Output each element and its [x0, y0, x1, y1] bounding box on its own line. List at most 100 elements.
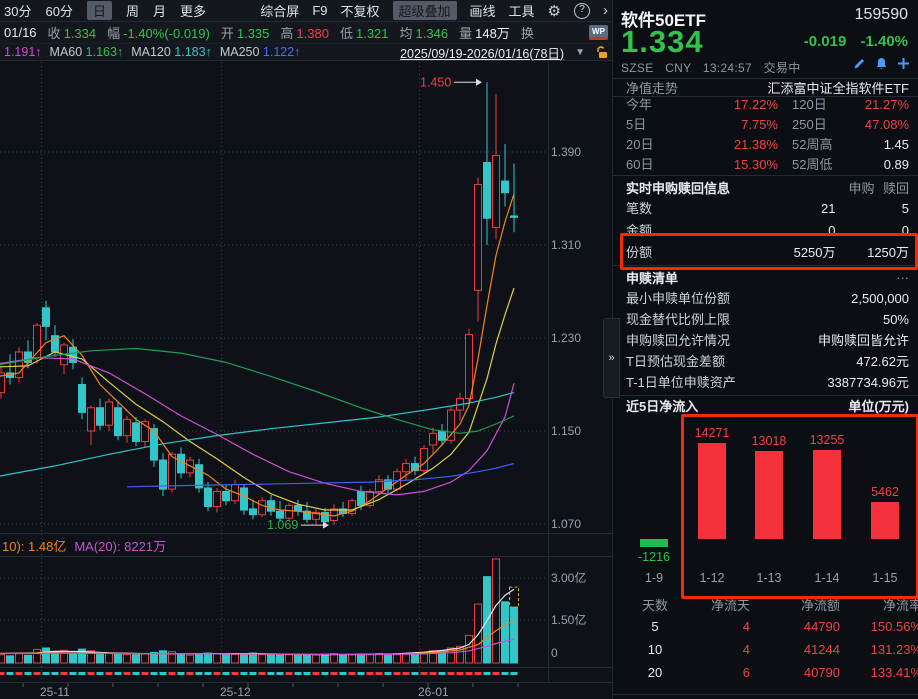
tool-button-不复权[interactable]: 不复权 [340, 4, 380, 19]
quote-field-均: 均 1.346 [400, 23, 449, 42]
quote-bar: 01/16 收 1.334 幅 -1.40%(-0.019) 开 1.335 高 1.380 低 1… [0, 22, 612, 44]
shenshu-row: 现金替代比例上限 50% [613, 309, 918, 330]
row-label: 金额 [626, 223, 653, 238]
flow-value-1-14: 13255 [809, 433, 845, 447]
candles-layer [0, 82, 519, 675]
table-row: 10 4 41244 131.23% [613, 638, 918, 661]
table-row: 20 6 40790 133.41% [613, 661, 918, 684]
ma-label: MA250 [219, 45, 263, 59]
quote-value: 1.321 [355, 26, 389, 41]
row-label: 申购赎回允许情况 [626, 333, 731, 348]
more-ellipsis[interactable]: ··· [896, 269, 909, 285]
table-header-净流天: 净流天 [710, 598, 750, 613]
date-range-selector[interactable]: 2025/09/19-2026/01/16(78日) [400, 46, 565, 61]
tool-button-综合屏[interactable]: 综合屏 [260, 4, 300, 19]
date-range-dropdown-icon[interactable]: ▼ [575, 46, 585, 58]
volume-projection-box [509, 586, 519, 608]
period-tab-日[interactable]: 日 [86, 1, 112, 20]
period-tab-月[interactable]: 月 [152, 4, 166, 19]
chart-area: 30分 60分日周月更多 综合屏 F9 不复权 超级叠加 画线 工具 ⚙? › 01/16 收 1.… [0, 0, 612, 699]
ma-bar: 1.191↑ MA60 1.163↑ MA120 1.183↑ MA250 1.122… [0, 44, 612, 61]
svg-text:1.310: 1.310 [551, 238, 581, 252]
price-annotation: 1.069 [267, 518, 298, 532]
quote-value: 1.346 [415, 26, 449, 41]
tool-button-画线[interactable]: 画线 [469, 4, 496, 19]
edit-pencil-icon[interactable] [853, 57, 866, 70]
row-label: 现金替代比例上限 [626, 312, 731, 327]
quote-label: 幅 [107, 26, 121, 41]
period-group: 30分 60分日周月更多 [4, 1, 206, 20]
wp-badge-icon[interactable]: WP [589, 25, 608, 40]
quote-value: -1.40%(-0.019) [123, 26, 210, 41]
perf-value-5日: 7.75% [741, 117, 778, 132]
net-inflow-table: 天数 净流天 净流额 净流率 5 4 44790 150.56% 10 4 41244 131.23%… [613, 597, 918, 684]
row-label: T日预估现金差额 [626, 354, 725, 369]
ma-value: 1.183↑ [174, 45, 212, 59]
chevron-right-icon[interactable]: › [603, 2, 608, 19]
flow-category-1-9: 1-9 [644, 571, 664, 585]
flow-bar-1-9 [640, 539, 668, 547]
table-cell: 10 [647, 642, 663, 657]
period-tab-30分[interactable]: 30分 [4, 4, 32, 19]
quote-meta: SZSE CNY 13:24:57 交易中 [621, 59, 801, 76]
row-value: 2,500,000 [851, 291, 909, 306]
row-label: 份额 [626, 245, 653, 260]
instrument-code: 159590 [854, 6, 908, 23]
row-label: T-1日单位申赎资产 [626, 375, 736, 390]
exchange-label: SZSE [621, 61, 654, 75]
nav-label[interactable]: 净值走势 [626, 81, 679, 96]
flow-header-row: 近5日净流入 单位(万元) [613, 397, 918, 414]
quote-field-换: 换 [521, 23, 537, 42]
quote-field-低: 低 1.321 [340, 23, 389, 42]
svg-text:3.00亿: 3.00亿 [551, 570, 586, 585]
unlock-icon[interactable] [596, 45, 608, 59]
net-inflow-bar-chart: -1216 1-9 14271 1-12 13018 1-13 13255 1-14 5462 1… [613, 413, 918, 596]
period-tab-60分[interactable]: 60分 [45, 4, 73, 19]
svg-text:26-01: 26-01 [418, 685, 449, 699]
perf-label-60日: 60日 [626, 157, 654, 172]
svg-text:0: 0 [551, 646, 558, 660]
table-cell: 41244 [803, 642, 840, 657]
annotation-arrowhead [476, 78, 482, 86]
perf-value-60日: 15.30% [733, 157, 778, 172]
flow-value-1-12: 14271 [694, 426, 730, 440]
table-cell: 40790 [803, 665, 840, 680]
change-value: -0.019 [803, 33, 847, 50]
instrument-name: 软件50ETF [621, 11, 707, 30]
tool-button-超级叠加[interactable]: 超级叠加 [392, 1, 457, 20]
axis-labels: 1.390 1.310 1.230 1.150 1.070 3.00亿 1.50亿 0 25-1… [40, 145, 586, 699]
quote-label: 高 [280, 26, 294, 41]
period-tab-周[interactable]: 周 [125, 4, 139, 19]
nav-row: 净值走势 汇添富中证全指软件ETF [613, 79, 918, 96]
grid-lines [0, 62, 548, 682]
alert-bell-icon[interactable] [875, 57, 888, 70]
svg-text:25-12: 25-12 [220, 685, 251, 699]
candlestick-chart[interactable]: 1.390 1.310 1.230 1.150 1.070 3.00亿 1.50亿 0 25-1… [0, 62, 612, 699]
row-label: 笔数 [626, 201, 653, 216]
panel-collapse-handle[interactable]: » [603, 318, 620, 398]
help-icon[interactable]: ? [574, 2, 590, 19]
price-annotation: 1.450 [420, 75, 451, 89]
redeem-value: 0 [901, 223, 910, 238]
redeem-value: 1250万 [867, 245, 910, 260]
row-value: 472.62元 [856, 354, 909, 369]
tool-button-工具[interactable]: 工具 [508, 4, 535, 19]
settings-gear-icon[interactable]: ⚙ [547, 2, 561, 20]
row-value: 50% [882, 312, 909, 327]
shenshu-row: 最小申赎单位份额 2,500,000 [613, 288, 918, 309]
perf-label-52周高: 52周高 [792, 137, 833, 152]
flow-category-1-12: 1-12 [699, 571, 725, 585]
quote-label: 低 [339, 26, 353, 41]
currency-label: CNY [665, 61, 692, 75]
flow-value-1-9: -1216 [638, 550, 670, 564]
add-plus-icon[interactable] [897, 57, 910, 70]
tool-button-F9[interactable]: F9 [312, 3, 328, 18]
period-tab-更多[interactable]: 更多 [179, 4, 206, 19]
perf-value-20日: 21.38% [733, 137, 778, 152]
table-cell: 4 [742, 642, 750, 657]
subscribe-value: 0 [828, 223, 836, 238]
flow-category-1-14: 1-14 [814, 571, 840, 585]
quote-field-幅: 幅 -1.40%(-0.019) [107, 23, 210, 42]
quote-label: 收 [47, 26, 61, 41]
flow-header: 近5日净流入 [626, 399, 699, 414]
